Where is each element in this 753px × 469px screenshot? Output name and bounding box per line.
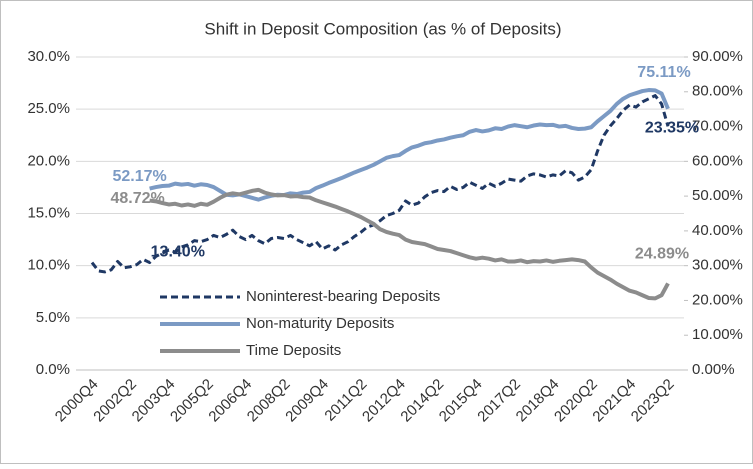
y2-tick-label: 80.00% <box>692 83 743 100</box>
y2-tick-label: 20.00% <box>692 291 743 308</box>
legend-label: Noninterest-bearing Deposits <box>246 288 440 305</box>
chart-title: Shift in Deposit Composition (as % of De… <box>204 19 561 38</box>
y-tick-label: 25.0% <box>27 100 70 117</box>
y2-tick-label: 50.00% <box>692 187 743 204</box>
y2-tick-label: 90.00% <box>692 48 743 65</box>
y-tick-label: 15.0% <box>27 204 70 221</box>
y2-tick-label: 30.00% <box>692 257 743 274</box>
data-label: 75.11% <box>637 64 690 81</box>
y-tick-label: 20.0% <box>27 152 70 169</box>
y-tick-label: 0.0% <box>36 361 70 378</box>
y2-tick-label: 0.00% <box>692 361 735 378</box>
y-tick-label: 30.0% <box>27 48 70 65</box>
data-label: 52.17% <box>112 168 166 185</box>
y-tick-label: 5.0% <box>36 309 70 326</box>
data-label: 24.89% <box>635 246 689 263</box>
y2-tick-label: 70.00% <box>692 118 743 135</box>
data-label: 48.72% <box>110 190 164 207</box>
y2-tick-label: 10.00% <box>692 326 743 343</box>
series-line <box>149 187 670 301</box>
y-tick-label: 10.0% <box>27 257 70 274</box>
legend-label: Non-maturity Deposits <box>246 315 394 332</box>
y2-tick-label: 60.00% <box>692 152 743 169</box>
y2-tick-label: 40.00% <box>692 222 743 239</box>
legend-label: Time Deposits <box>246 342 341 359</box>
data-label: 23.35% <box>645 120 699 137</box>
data-label: 13.40% <box>151 243 205 260</box>
series-line <box>90 94 670 274</box>
